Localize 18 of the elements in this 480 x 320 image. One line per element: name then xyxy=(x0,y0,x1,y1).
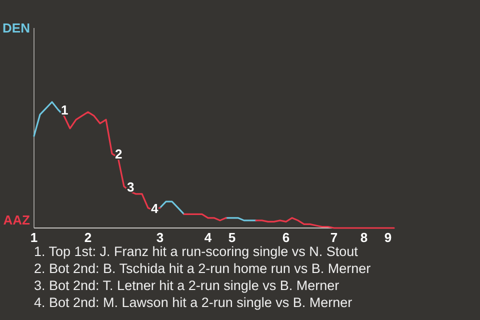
annotation: 3 xyxy=(127,179,134,194)
x-tick-label: 6 xyxy=(282,230,290,245)
annotation: 1 xyxy=(61,102,68,118)
text: 4. Bot 2nd: M. Lawson hit a 2-run single vs B. Merner xyxy=(34,295,353,310)
text: 2. Bot 2nd: B. Tschida hit a 2-run home run vs B. Merner xyxy=(34,261,372,276)
x-tick-label: 3 xyxy=(156,230,164,245)
text: DEN xyxy=(2,20,30,36)
x-tick-label: 8 xyxy=(360,230,368,245)
x-tick-label: 4 xyxy=(204,230,212,245)
text: AAZ xyxy=(3,212,30,228)
x-tick-label: 5 xyxy=(228,230,236,245)
text: 3. Bot 2nd: T. Letner hit a 2-run single vs B. Merner xyxy=(34,278,340,293)
x-tick-label: 7 xyxy=(330,230,338,245)
x-tick-label: 1 xyxy=(30,230,38,245)
x-tick-label: 2 xyxy=(84,230,92,245)
x-tick-label: 9 xyxy=(384,230,392,245)
text: 1. Top 1st: J. Franz hit a run-scoring single vs N. Stout xyxy=(34,244,358,259)
annotation: 2 xyxy=(115,146,122,162)
